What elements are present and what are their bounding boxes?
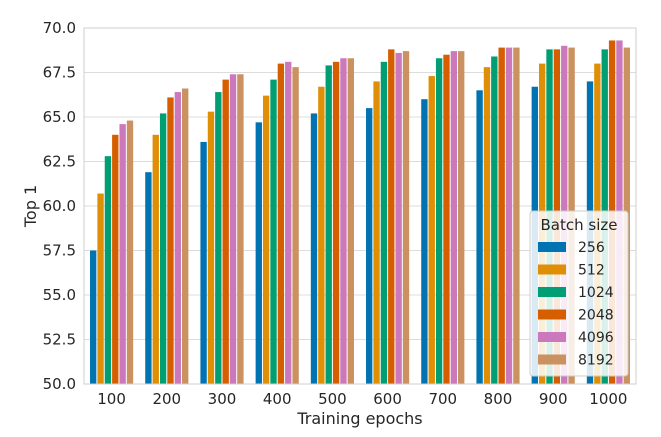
- x-tick-label: 800: [484, 390, 513, 408]
- y-tick-labels: 50.0 52.5 55.0 57.5 60.0 62.5 65.0 67.5 70.0: [43, 19, 76, 393]
- bar: [285, 61, 292, 384]
- bar: [325, 65, 332, 384]
- y-tick-label: 62.5: [43, 153, 76, 171]
- bar: [207, 111, 215, 384]
- bar: [152, 134, 159, 384]
- bar: [347, 58, 354, 384]
- bar: [388, 49, 395, 385]
- bar: [483, 67, 491, 384]
- bar: [505, 47, 513, 385]
- bar: [435, 58, 443, 384]
- bar: [97, 193, 104, 384]
- bar: [145, 172, 152, 384]
- x-tick-label: 600: [373, 390, 402, 408]
- bar: [395, 52, 402, 385]
- bar: [119, 124, 126, 385]
- bar: [277, 63, 285, 384]
- x-tick-label: 500: [318, 390, 347, 408]
- bar: [421, 99, 428, 384]
- y-tick-label: 55.0: [43, 286, 76, 304]
- x-tick-label: 100: [97, 390, 126, 408]
- bar: [458, 51, 465, 384]
- bar: [292, 67, 299, 384]
- bar: [104, 156, 112, 384]
- legend-swatch: [538, 354, 566, 365]
- legend-label: 512: [578, 263, 605, 279]
- legend: Batch size 256 512 1024 2048 4096 8192: [529, 210, 629, 377]
- bar: [255, 122, 262, 384]
- legend-swatch: [538, 287, 566, 297]
- bar: [182, 88, 189, 385]
- bar: [380, 61, 388, 384]
- bar: [310, 113, 318, 384]
- bar: [262, 95, 270, 384]
- bar: [443, 54, 450, 384]
- y-tick-label: 65.0: [43, 108, 76, 126]
- bar: [112, 134, 119, 384]
- x-tick-label: 900: [539, 390, 568, 408]
- legend-label: 8192: [578, 353, 614, 369]
- bar: [450, 51, 458, 384]
- bar: [126, 120, 134, 384]
- y-tick-label: 52.5: [43, 331, 76, 349]
- bar: [498, 47, 505, 385]
- y-tick-label: 57.5: [43, 242, 76, 260]
- bar: [270, 79, 277, 385]
- bar: [229, 74, 237, 384]
- legend-label: 4096: [578, 330, 614, 346]
- bar: [200, 141, 207, 384]
- legend-swatch: [538, 242, 566, 252]
- legend-swatch: [538, 332, 566, 342]
- legend-label: 256: [578, 240, 605, 256]
- x-tick-label: 700: [428, 390, 457, 408]
- x-tick-label: 1000: [589, 390, 627, 408]
- legend-title: Batch size: [541, 216, 618, 234]
- x-tick-label: 400: [263, 390, 292, 408]
- x-axis-title: Training epochs: [296, 409, 422, 428]
- legend-label: 1024: [578, 285, 614, 301]
- legend-swatch: [538, 264, 566, 275]
- bar: [222, 79, 229, 385]
- bar: [476, 90, 483, 385]
- y-tick-label: 60.0: [43, 197, 76, 215]
- legend-swatch: [538, 309, 566, 320]
- x-tick-label: 200: [152, 390, 181, 408]
- y-axis-title: Top 1: [21, 185, 40, 228]
- bar: [237, 74, 244, 384]
- y-tick-label: 67.5: [43, 64, 76, 82]
- bar: [215, 92, 222, 384]
- plot-frame: [83, 27, 637, 385]
- bar: [491, 56, 498, 384]
- bar: [402, 51, 410, 384]
- bar: [318, 86, 325, 385]
- x-tick-label: 300: [208, 390, 237, 408]
- x-tick-labels: 100 200 300 400 500 600 700 800 900 1000: [97, 390, 627, 408]
- legend-items: 256 512 1024 2048 4096 8192: [538, 240, 614, 369]
- bar: [513, 47, 520, 385]
- y-tick-label: 70.0: [43, 19, 76, 37]
- bar: [366, 108, 373, 384]
- y-tick-label: 50.0: [43, 375, 76, 393]
- bar: [167, 97, 174, 385]
- bar: [159, 113, 167, 384]
- bar: [373, 81, 380, 385]
- bar: [90, 250, 97, 384]
- legend-label: 2048: [578, 308, 614, 324]
- bar: [332, 61, 340, 384]
- bar: [174, 92, 182, 384]
- bar: [428, 76, 435, 384]
- bar: [340, 58, 347, 384]
